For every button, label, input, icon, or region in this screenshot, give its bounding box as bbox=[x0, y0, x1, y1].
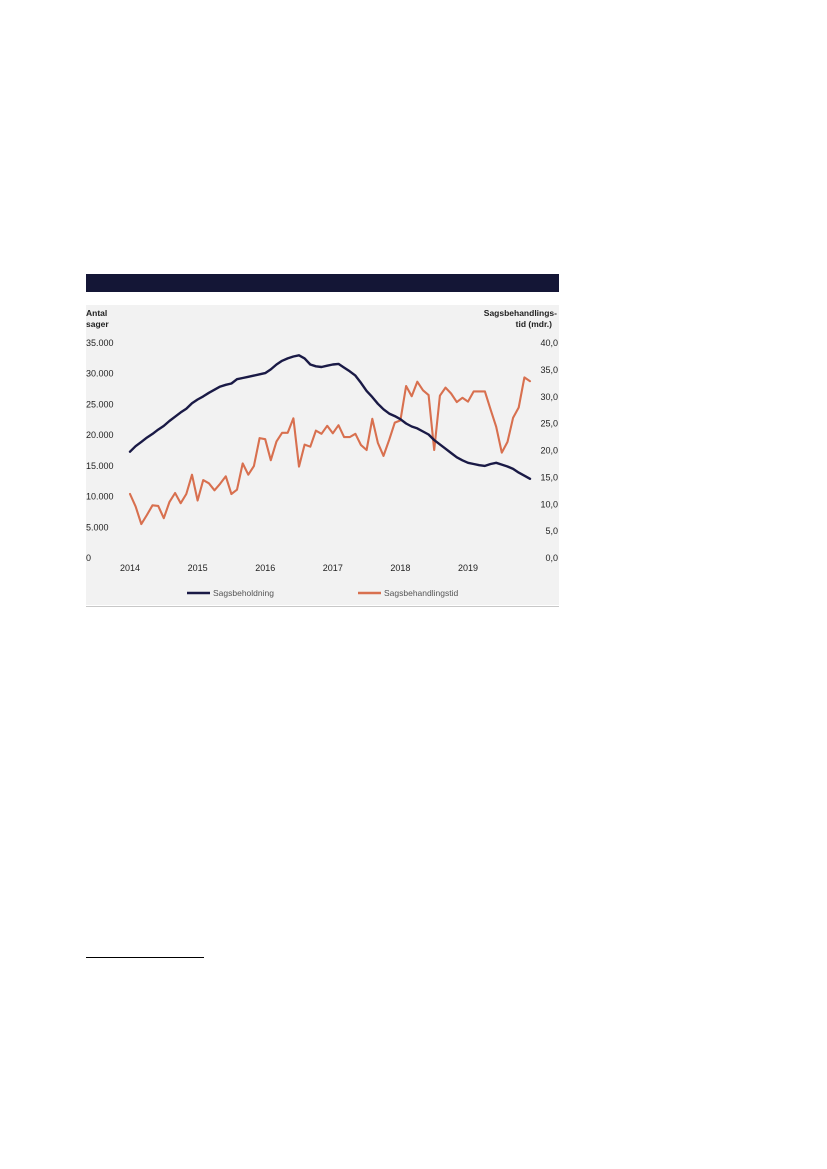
legend: Sagsbeholdning Sagsbehandlingstid bbox=[187, 588, 458, 598]
series-line-sagsbehandlingstid bbox=[128, 376, 532, 526]
line-chart: Antal sager Sagsbehandlings- tid (mdr.) … bbox=[86, 308, 558, 598]
y-left-tick-label: 0 bbox=[86, 553, 91, 563]
x-tick-label: 2017 bbox=[323, 563, 343, 573]
y-right-tick-label: 25,0 bbox=[540, 419, 558, 429]
x-tick-label: 2019 bbox=[458, 563, 478, 573]
chart-header-bar bbox=[86, 274, 559, 292]
y-right-tick-label: 0,0 bbox=[545, 553, 558, 563]
series-layer bbox=[128, 354, 532, 526]
y-right-tick-label: 15,0 bbox=[540, 472, 558, 482]
legend-label-sagsbeholdning: Sagsbeholdning bbox=[213, 588, 274, 598]
y-right-tick-label: 10,0 bbox=[540, 499, 558, 509]
chart-panel bbox=[86, 305, 559, 605]
legend-label-sagsbehandlingstid: Sagsbehandlingstid bbox=[384, 588, 458, 598]
y-right-label-line-2: tid (mdr.) bbox=[516, 319, 553, 329]
x-tick-label: 2016 bbox=[255, 563, 275, 573]
x-tick-label: 2014 bbox=[120, 563, 140, 573]
y-left-label-line-2: sager bbox=[86, 319, 109, 329]
chart-bottom-rule bbox=[86, 606, 559, 607]
y-left-tick-label: 15.000 bbox=[86, 461, 114, 471]
y-right-tick-label: 30,0 bbox=[540, 392, 558, 402]
y-right-tick-label: 20,0 bbox=[540, 446, 558, 456]
x-tick-label: 2018 bbox=[390, 563, 410, 573]
y-left-ticks: 35.000 30.000 25.000 20.000 15.000 10.000 5.00… bbox=[86, 338, 114, 563]
y-left-tick-label: 30.000 bbox=[86, 369, 114, 379]
series-line-sagsbehandling bbox=[128, 354, 532, 481]
y-left-tick-label: 25.000 bbox=[86, 399, 114, 409]
y-left-tick-label: 5.000 bbox=[86, 522, 109, 532]
y-right-ticks: 40,0 35,0 30,0 25,0 20,0 15,0 10,0 5,0 0,0 bbox=[540, 338, 558, 563]
x-ticks: 2014 2015 2016 2017 2018 2019 bbox=[120, 563, 478, 573]
y-right-label-line-1: Sagsbehandlings- bbox=[484, 308, 557, 318]
y-left-tick-label: 20.000 bbox=[86, 430, 114, 440]
y-right-tick-label: 35,0 bbox=[540, 365, 558, 375]
y-right-tick-label: 5,0 bbox=[545, 526, 558, 536]
x-tick-label: 2015 bbox=[188, 563, 208, 573]
y-left-label-line-1: Antal bbox=[86, 308, 107, 318]
y-left-tick-label: 10.000 bbox=[86, 492, 114, 502]
y-left-tick-label: 35.000 bbox=[86, 338, 114, 348]
y-right-tick-label: 40,0 bbox=[540, 338, 558, 348]
footnote-rule bbox=[86, 957, 204, 958]
